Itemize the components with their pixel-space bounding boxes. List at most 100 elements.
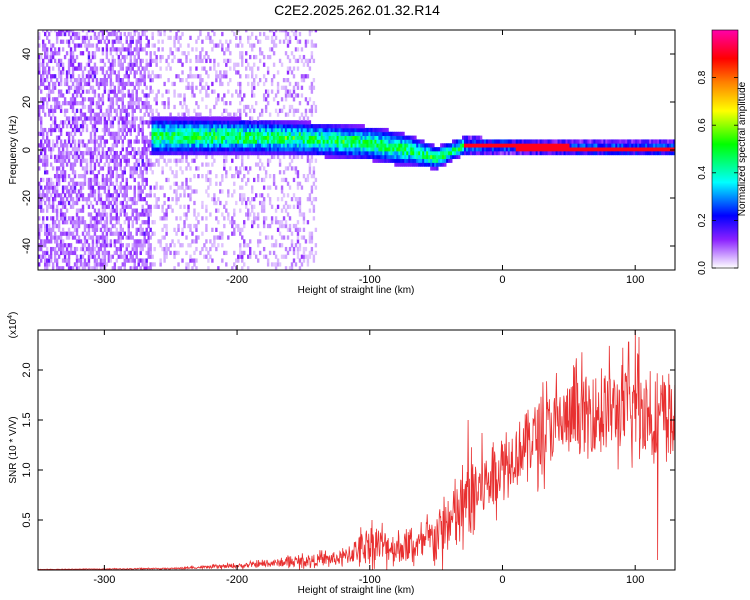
spectrogram-cell xyxy=(115,166,119,171)
spectrogram-cell xyxy=(89,177,93,183)
spectrogram-cell xyxy=(462,143,465,148)
spectrogram-cell xyxy=(217,147,220,152)
spectrogram-cell xyxy=(39,127,43,133)
spectrogram-cell xyxy=(581,139,584,144)
spectrogram-cell xyxy=(585,147,588,152)
spectrogram-cell xyxy=(229,131,232,136)
spectrogram-cell xyxy=(304,127,308,133)
spectrogram-cell xyxy=(141,74,144,79)
spectrogram-cell xyxy=(175,147,178,152)
spectrogram-cell xyxy=(217,208,220,213)
spectrogram-cell xyxy=(83,39,87,44)
spectrogram-cell xyxy=(318,124,322,129)
spectrogram-cell xyxy=(189,74,192,79)
spectrogram-cell xyxy=(51,204,55,209)
spectrogram-cell xyxy=(388,147,391,152)
spectrogram-cell xyxy=(39,89,43,94)
spectrogram-cell xyxy=(137,243,140,248)
spectrogram-cell xyxy=(199,89,202,94)
spectrogram-cell xyxy=(51,74,55,79)
spectrogram-cell xyxy=(79,254,83,259)
spectrogram-cell xyxy=(141,78,144,83)
spectrogram-cell xyxy=(448,158,451,163)
spectrogram-cell xyxy=(308,143,312,148)
spectrogram-cell xyxy=(282,135,286,140)
spectrogram-cell xyxy=(400,154,403,160)
spectrogram-cell xyxy=(117,246,121,252)
spectrogram-cell xyxy=(99,243,103,248)
spectrogram-cell xyxy=(125,258,128,263)
spectrogram-cell xyxy=(181,78,184,83)
spectrogram-cell xyxy=(436,154,439,160)
spectrogram-cell xyxy=(137,193,140,198)
spectrogram-cell xyxy=(233,262,236,267)
spectrogram-cell xyxy=(593,150,596,156)
spectrogram-cell xyxy=(213,104,216,110)
spectrogram-cell xyxy=(185,177,188,183)
spectrogram-cell xyxy=(81,89,85,94)
spectrogram-cell xyxy=(300,212,304,217)
spectrogram-cell xyxy=(91,243,95,248)
spectrogram-cell xyxy=(113,154,117,160)
spectrogram-cell xyxy=(135,78,138,83)
spectrogram-cell xyxy=(328,154,332,160)
spectrogram-cell xyxy=(99,235,103,240)
spectrogram-cell xyxy=(179,116,182,121)
spectrogram-cell xyxy=(149,208,152,213)
spectrogram-cell xyxy=(117,254,121,259)
spectrogram-cell xyxy=(145,158,148,163)
spectrogram-cell xyxy=(189,135,192,140)
spectrogram-cell xyxy=(163,254,166,259)
spectrogram-cell xyxy=(173,227,176,232)
spectrogram-cell xyxy=(141,30,144,33)
spectrogram-cell xyxy=(135,139,138,144)
spectrogram-cell xyxy=(209,58,212,64)
spectrogram-cell xyxy=(159,243,162,248)
spectrogram-cell xyxy=(627,150,630,156)
spectrogram-cell xyxy=(603,150,606,156)
spectrogram-cell xyxy=(515,139,519,144)
spectrogram-cell xyxy=(252,197,256,202)
spectrogram-cell xyxy=(49,51,53,56)
spectrogram-cell xyxy=(376,154,379,160)
spectrogram-cell xyxy=(260,147,264,152)
spectrogram-cell xyxy=(627,143,630,148)
spectrogram-cell xyxy=(149,116,152,121)
spectrogram-cell xyxy=(83,266,87,270)
spectrogram-cell xyxy=(149,189,152,194)
spectrogram-cell xyxy=(225,39,228,44)
spectrogram-cell xyxy=(406,139,409,144)
spectrogram-cell xyxy=(173,81,176,87)
spectrogram-cell xyxy=(460,147,463,152)
spectrogram-cell xyxy=(392,131,395,136)
spectrogram-cell xyxy=(47,254,51,259)
spectrogram-cell xyxy=(300,254,304,259)
spectrogram-cell xyxy=(59,74,63,79)
spectrogram-cell xyxy=(111,231,115,236)
spectrogram-cell xyxy=(185,108,188,113)
spectrogram-cell xyxy=(475,143,479,148)
spectrogram-cell xyxy=(73,174,77,179)
spectrogram-cell xyxy=(147,266,150,270)
spectrogram-cell xyxy=(89,108,93,113)
spectrogram-cell xyxy=(392,143,395,148)
spectrogram-cell xyxy=(107,31,111,37)
spectrogram-cell xyxy=(332,150,336,156)
spectrogram-cell xyxy=(71,231,75,236)
spectrogram-cell xyxy=(398,139,401,144)
spectrogram-cell xyxy=(221,143,224,148)
spectrogram-cell xyxy=(97,81,101,87)
spectrogram-cell xyxy=(149,135,152,140)
spectrogram-cell xyxy=(241,97,244,102)
spectrogram-cell xyxy=(71,170,75,175)
spectrogram-cell xyxy=(241,120,244,125)
spectrogram-cell xyxy=(105,250,109,256)
spectrogram-cell xyxy=(296,66,300,71)
spectrogram-cell xyxy=(167,177,170,183)
spectrogram-cell xyxy=(145,58,148,64)
spectrogram-cell xyxy=(187,262,190,267)
spectrogram-cell xyxy=(304,135,308,140)
spectrogram-cell xyxy=(41,135,45,140)
spectrogram-cell xyxy=(272,120,276,125)
spectrogram-cell xyxy=(298,150,302,156)
